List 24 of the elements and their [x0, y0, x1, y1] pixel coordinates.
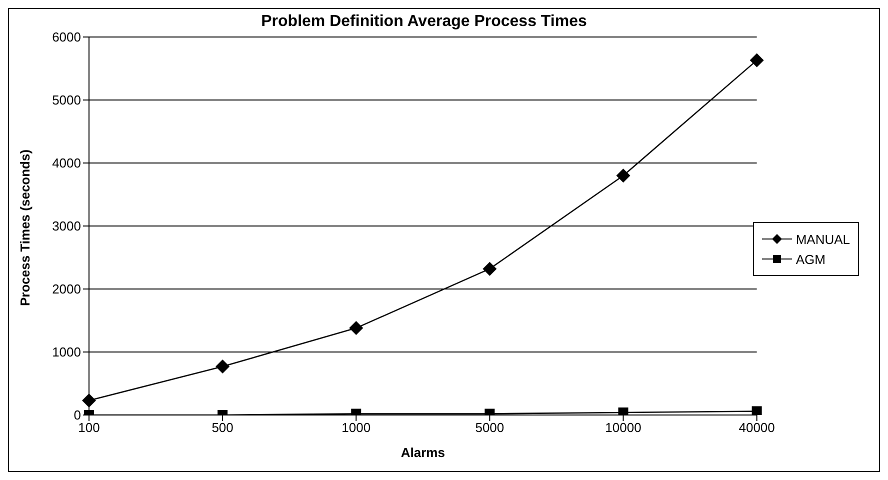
- point: [349, 321, 364, 336]
- x-tick-label: 5000: [475, 420, 504, 436]
- point: [616, 168, 630, 183]
- x-tick-label: 10000: [605, 420, 642, 436]
- point: [752, 406, 762, 415]
- point: [216, 359, 230, 374]
- legend-label: AGM: [796, 252, 826, 266]
- y-tick-label: 0: [74, 408, 81, 423]
- y-tick-label: 3000: [52, 218, 81, 234]
- y-tick-label: 4000: [52, 156, 81, 171]
- legend-label: MANUAL: [796, 232, 850, 246]
- y-tick-label: 1000: [52, 344, 81, 360]
- x-axis-title: Alarms: [400, 445, 445, 460]
- y-tick-label: 5000: [52, 92, 81, 108]
- y-axis-title: Process Times (seconds): [18, 149, 33, 306]
- x-tick-label: 500: [212, 420, 234, 436]
- point: [482, 262, 497, 276]
- x-tick-label: 100: [78, 420, 100, 436]
- chart-title: Problem Definition Average Process Times: [260, 13, 588, 31]
- point: [750, 53, 764, 68]
- x-tick-label: 1000: [342, 420, 371, 436]
- y-tick-label: 2000: [52, 282, 81, 297]
- y-tick-label: 6000: [52, 30, 81, 45]
- x-tick-label: 40000: [738, 420, 775, 436]
